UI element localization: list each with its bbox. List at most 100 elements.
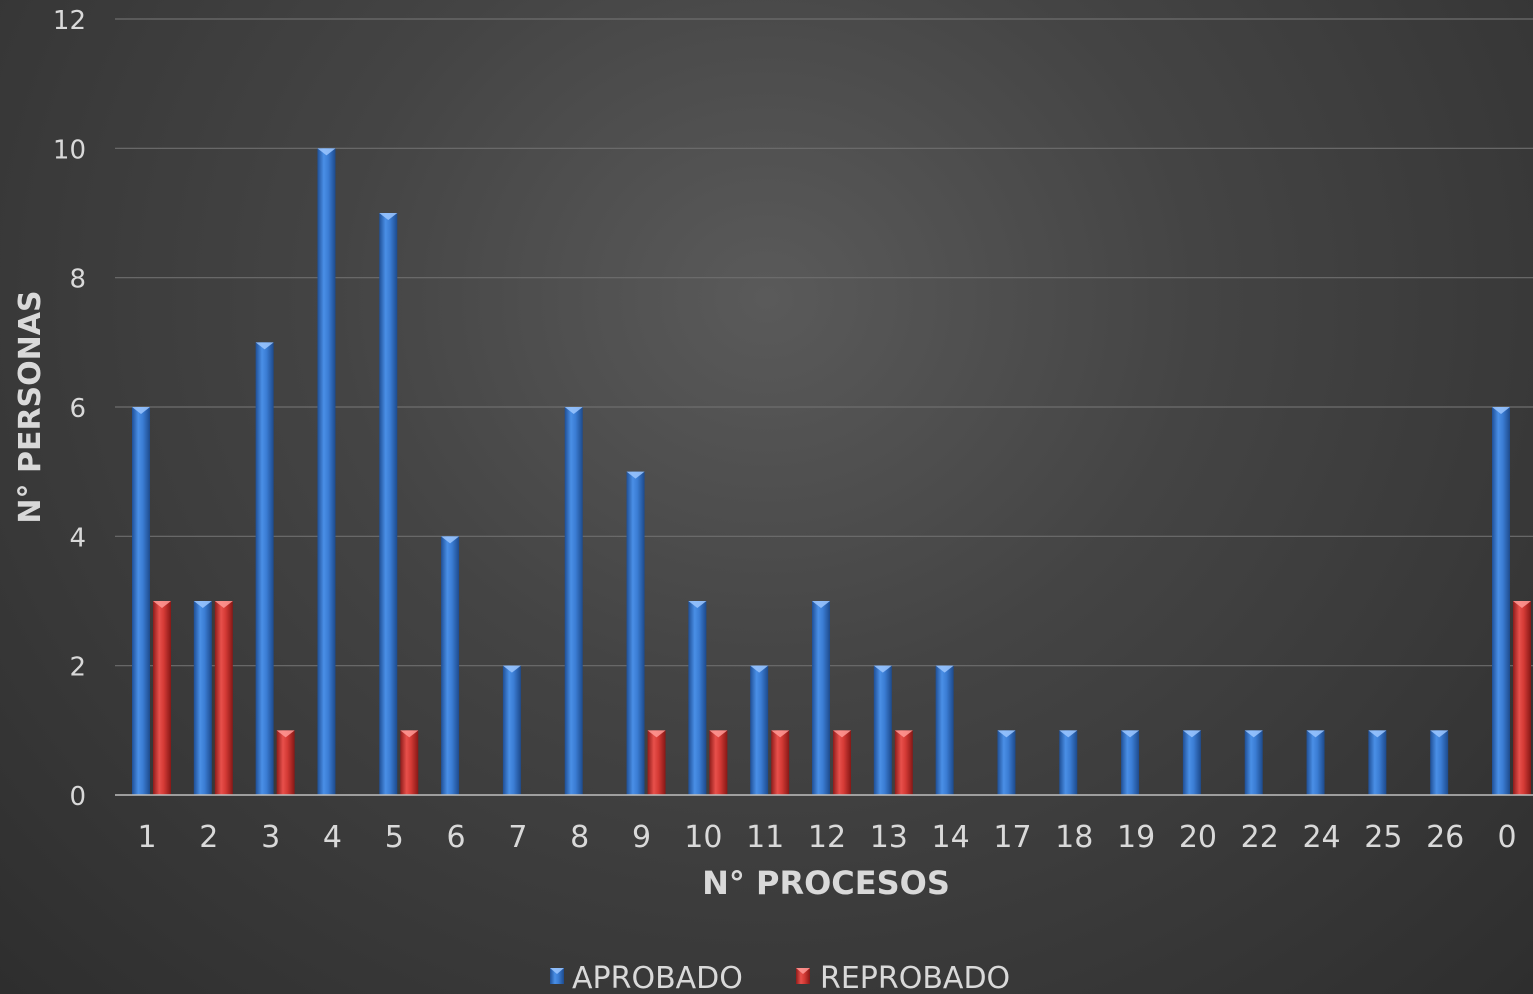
bar-aprobado: [441, 536, 460, 795]
x-axis-title: N° PROCESOS: [702, 864, 950, 902]
bar-cap: [750, 665, 769, 673]
bar-body: [400, 730, 419, 795]
legend-label: REPROBADO: [820, 961, 1010, 994]
bar-cap: [153, 601, 171, 608]
x-tick-label: 14: [932, 820, 970, 855]
x-tick-label: 20: [1179, 820, 1217, 855]
bar-aprobado: [750, 665, 769, 795]
legend-label: APROBADO: [572, 961, 743, 994]
bar-cap: [317, 148, 336, 156]
y-tick-label: 0: [69, 782, 86, 812]
bar-body: [379, 213, 398, 795]
x-tick-label: 24: [1302, 820, 1340, 855]
bar-cap: [1059, 730, 1078, 738]
bars: [132, 148, 1531, 796]
y-tick-label: 6: [69, 394, 86, 424]
bar-cap: [441, 536, 460, 544]
legend-swatch: [550, 968, 564, 984]
bar-reprobado: [771, 730, 790, 795]
bar-aprobado: [1492, 407, 1510, 795]
bar-body: [255, 342, 274, 795]
x-tick-label: 2: [199, 820, 218, 855]
legend-item: APROBADO: [550, 961, 743, 994]
bar-reprobado: [894, 730, 913, 795]
bar-aprobado: [193, 601, 212, 795]
bar-aprobado: [255, 342, 274, 795]
bar-body: [688, 601, 707, 795]
bar-cap: [132, 407, 150, 414]
x-tick-label: 9: [632, 820, 651, 855]
x-tick-label: 11: [746, 820, 784, 855]
bar-body: [276, 730, 295, 795]
bar-body: [1121, 730, 1140, 795]
bar-aprobado: [1059, 730, 1078, 795]
bar-cap: [1121, 730, 1140, 738]
bar-reprobado: [647, 730, 666, 795]
x-axis-ticks: 1 2 3 4 5 6 7 8 9 10 11 12 13 14 17 18 19 20 22 24 25 26 0: [137, 820, 1516, 855]
x-tick-label: 17: [993, 820, 1031, 855]
bar-aprobado: [1368, 730, 1387, 795]
legend: APROBADO REPROBADO: [550, 961, 1010, 994]
legend-swatch-cap: [550, 968, 564, 974]
bar-cap: [502, 665, 521, 673]
bar-aprobado: [317, 148, 336, 796]
x-tick-label: 22: [1241, 820, 1279, 855]
bar-cap: [812, 601, 830, 608]
bar-body: [1368, 730, 1387, 795]
bar-aprobado: [1430, 730, 1449, 795]
bar-cap: [935, 665, 954, 673]
bar-aprobado: [626, 471, 645, 795]
x-tick-label: 0: [1497, 820, 1516, 855]
bar-aprobado: [132, 407, 150, 795]
bar-cap: [214, 601, 233, 608]
bar-body: [771, 730, 790, 795]
bar-body: [997, 730, 1016, 795]
bar-cap: [1182, 730, 1201, 738]
bar-body: [1182, 730, 1201, 795]
bar-body: [153, 601, 171, 795]
legend-swatch-cap: [796, 968, 810, 974]
y-axis-ticks: 0 2 4 6 8 10 12: [53, 6, 86, 812]
bar-body: [502, 665, 521, 795]
bar-body: [626, 471, 645, 795]
bar-body: [1513, 601, 1531, 795]
x-tick-label: 3: [261, 820, 280, 855]
y-tick-label: 10: [53, 135, 86, 165]
bar-cap: [1430, 730, 1449, 738]
x-tick-label: 25: [1364, 820, 1402, 855]
bar-body: [750, 665, 769, 795]
bar-aprobado: [935, 665, 954, 795]
bar-aprobado: [1121, 730, 1140, 795]
bar-cap: [709, 730, 728, 738]
bar-cap: [688, 601, 707, 608]
x-tick-label: 10: [684, 820, 722, 855]
x-tick-label: 26: [1426, 820, 1464, 855]
bar-body: [564, 407, 583, 795]
bar-body: [1306, 730, 1325, 795]
bar-body: [1059, 730, 1078, 795]
bar-reprobado: [833, 730, 851, 795]
bar-cap: [1244, 730, 1263, 738]
gridlines: [115, 18, 1533, 667]
bar-body: [317, 148, 336, 796]
bar-body: [894, 730, 913, 795]
bar-cap: [647, 730, 666, 738]
x-tick-label: 6: [447, 820, 466, 855]
x-tick-label: 19: [1117, 820, 1155, 855]
bar-body: [193, 601, 212, 795]
x-tick-label: 1: [137, 820, 156, 855]
bar-aprobado: [997, 730, 1016, 795]
bar-aprobado: [812, 601, 830, 795]
bar-cap: [997, 730, 1016, 738]
y-tick-label: 12: [53, 6, 86, 36]
bar-cap: [564, 407, 583, 414]
y-tick-label: 8: [69, 265, 86, 295]
bar-reprobado: [214, 601, 233, 795]
bar-body: [1430, 730, 1449, 795]
x-tick-label: 7: [508, 820, 527, 855]
bar-body: [214, 601, 233, 795]
legend-item: REPROBADO: [796, 961, 1010, 994]
bar-body: [441, 536, 460, 795]
bar-reprobado: [1513, 601, 1531, 795]
